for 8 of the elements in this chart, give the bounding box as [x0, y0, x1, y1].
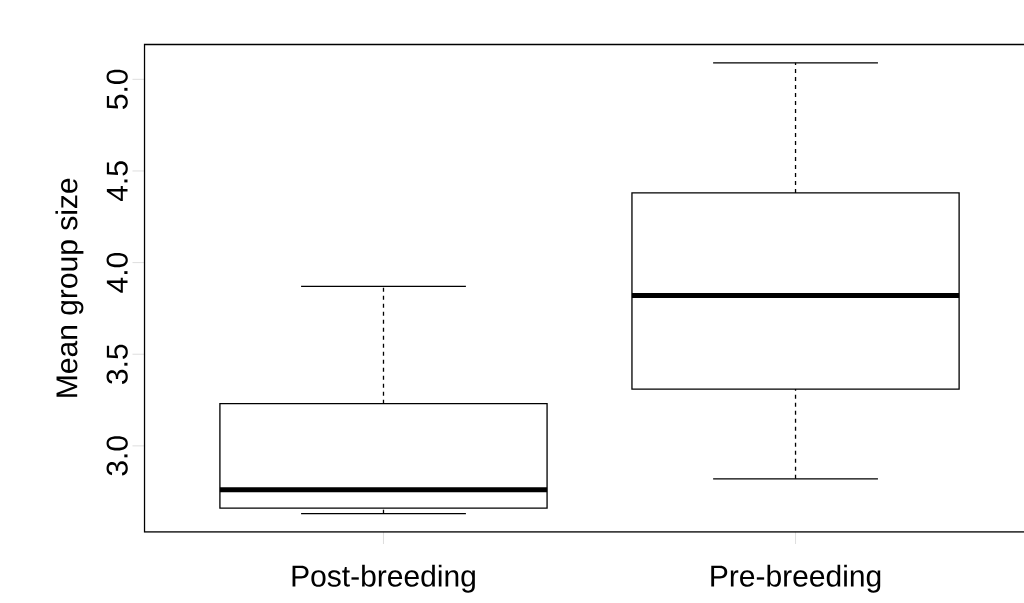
y-tick-label: 4.5: [106, 161, 128, 202]
x-tick-label: Pre-breeding: [711, 564, 881, 593]
y-tick-label: 3.0: [106, 436, 128, 476]
y-tick-label: 4.0: [106, 252, 128, 293]
y-tick-label: 3.5: [106, 344, 128, 384]
y-tick-label: 5.0: [106, 69, 128, 109]
y-axis-title: Mean group size: [55, 178, 84, 397]
x-tick-label: Post-breeding: [292, 564, 475, 593]
